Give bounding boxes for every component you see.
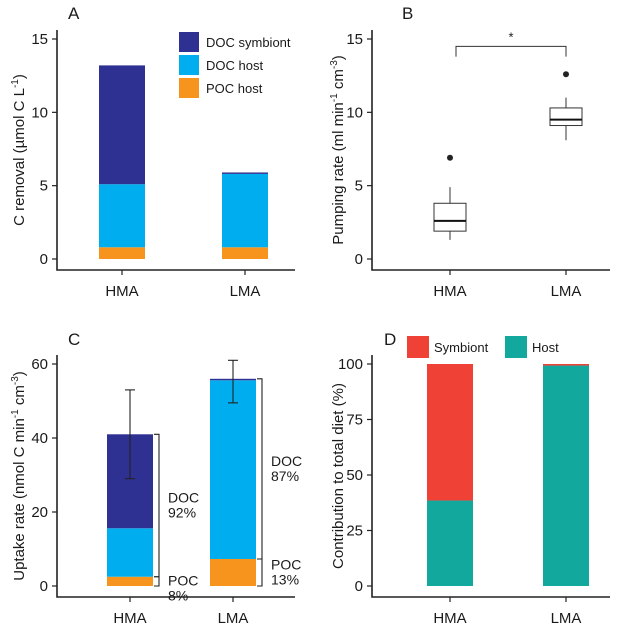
y-axis-label-C: Uptake rate (nmol C min-1 cm-3) — [10, 371, 28, 581]
bar-lma-doc-symbiont — [222, 172, 268, 174]
y-tick-label: 5 — [355, 178, 363, 195]
x-tick-label-hma: HMA — [105, 283, 138, 300]
x-tick-label-lma: LMA — [230, 283, 261, 300]
axes-B — [371, 30, 610, 271]
bar-lma-doc-host — [222, 173, 268, 248]
bar-hma-host — [427, 500, 473, 586]
y-axis-label-superscript: -1 — [10, 79, 21, 88]
bar-lma-poc-host — [222, 247, 268, 259]
bar-hma-poc-host — [99, 247, 145, 259]
bracket — [154, 576, 160, 587]
x-tick-label-lma: LMA — [218, 610, 249, 624]
significance-label: * — [508, 29, 513, 44]
panel-letter-D: D — [384, 330, 396, 349]
axes-D — [371, 355, 610, 598]
y-axis-label-B: Pumping rate (ml min-1 cm-3) — [329, 55, 347, 245]
bar-lma-host — [543, 365, 589, 586]
legend-label: POC host — [206, 81, 263, 96]
bar-lma-doc-host — [210, 380, 256, 559]
bracket-label: 92% — [168, 505, 196, 521]
axes-A — [56, 30, 295, 271]
bar-hma-doc-host — [107, 528, 153, 577]
bar-lma-symbiont — [543, 364, 589, 366]
bar-lma-poc — [210, 558, 256, 586]
y-tick-label: 50 — [346, 467, 363, 484]
significance-bracket — [455, 45, 567, 57]
y-axis-label-part: cm — [11, 385, 28, 409]
x-tick-label-hma: HMA — [113, 610, 146, 624]
bar-hma-doc-host — [99, 184, 145, 248]
panel-letter-A: A — [68, 4, 80, 23]
box-outlier — [563, 71, 569, 78]
y-axis-label-superscript: -3 — [10, 376, 21, 385]
bracket-label: POC — [271, 556, 301, 572]
bracket-label: DOC — [271, 453, 302, 469]
bracket-label: 87% — [271, 468, 299, 484]
x-tick-label-hma: HMA — [433, 283, 466, 300]
y-tick-label: 75 — [346, 412, 363, 429]
box-outlier — [447, 154, 453, 161]
y-tick-label: 0 — [355, 251, 363, 268]
y-tick-label: 0 — [40, 251, 48, 268]
bracket-label: 13% — [271, 571, 299, 587]
y-axis-label-A: C removal (µmol C L-1) — [10, 74, 28, 226]
y-axis-label-part: ) — [11, 371, 28, 376]
bracket-label: DOC — [168, 490, 199, 506]
box-body — [433, 202, 467, 232]
y-tick-label: 60 — [31, 356, 48, 373]
y-axis-label-part: C removal (µmol C L — [11, 88, 28, 226]
bar-hma-symbiont — [427, 364, 473, 501]
bracket-label: 8% — [168, 587, 188, 603]
x-tick-label-hma: HMA — [433, 610, 466, 624]
panel-letter-C: C — [68, 330, 80, 349]
y-tick-label: 40 — [31, 430, 48, 447]
y-axis-label-part: ) — [11, 74, 28, 79]
y-tick-label: 10 — [346, 104, 363, 121]
bracket — [257, 378, 263, 560]
panel-letter-B: B — [402, 4, 413, 23]
axes-C — [56, 355, 295, 598]
y-axis-label-superscript: -1 — [10, 409, 21, 418]
y-axis-label-part: Contribution to total diet (%) — [330, 383, 347, 569]
x-tick-label-lma: LMA — [551, 610, 582, 624]
y-axis-label-part: Pumping rate (ml min — [330, 102, 347, 245]
panel-A: A 0 5 10 15 HMA LMA C removal (µmol C L-1) DOC s… — [10, 4, 295, 300]
legend-swatch — [179, 55, 199, 75]
y-tick-label: 25 — [346, 523, 363, 540]
panel-B: B 0 5 10 15 HMA LMA Pumping rate (ml min-1 cm-3… — [329, 4, 610, 300]
y-tick-label: 5 — [40, 178, 48, 195]
y-tick-label: 0 — [40, 578, 48, 595]
bracket — [154, 433, 160, 578]
panel-D: D 0 25 50 75 100 HMA LMA Contribution to total d… — [330, 330, 610, 624]
y-axis-label-part: cm — [330, 69, 347, 93]
bracket-label: POC — [168, 572, 198, 588]
legend-swatch — [179, 78, 199, 98]
y-axis-label-D: Contribution to total diet (%) — [330, 383, 347, 569]
legend-label: DOC host — [206, 58, 263, 73]
legend-swatch — [505, 336, 527, 358]
y-axis-label-part: ) — [330, 55, 347, 60]
bar-hma-doc-symbiont — [99, 65, 145, 185]
panel-C: C 0 20 40 60 HMA LMA Uptake rate (nmol C min-1 … — [10, 330, 302, 624]
y-axis-label-superscript: -3 — [329, 60, 340, 69]
y-tick-label: 20 — [31, 504, 48, 521]
y-tick-label: 10 — [31, 104, 48, 121]
y-axis-label-part: Uptake rate (nmol C min — [11, 418, 28, 581]
x-tick-label-lma: LMA — [551, 283, 582, 300]
legend-label: Symbiont — [434, 340, 489, 355]
bar-hma-poc — [107, 576, 153, 586]
legend-label: DOC symbiont — [206, 35, 291, 50]
y-tick-label: 0 — [355, 578, 363, 595]
y-tick-label: 15 — [346, 31, 363, 48]
y-axis-label-superscript: -1 — [329, 93, 340, 102]
box-body — [549, 107, 583, 127]
y-tick-label: 100 — [338, 356, 363, 373]
legend-swatch — [407, 336, 429, 358]
legend-swatch — [179, 32, 199, 52]
y-tick-label: 15 — [31, 31, 48, 48]
bracket — [257, 558, 263, 587]
legend-label: Host — [532, 340, 559, 355]
